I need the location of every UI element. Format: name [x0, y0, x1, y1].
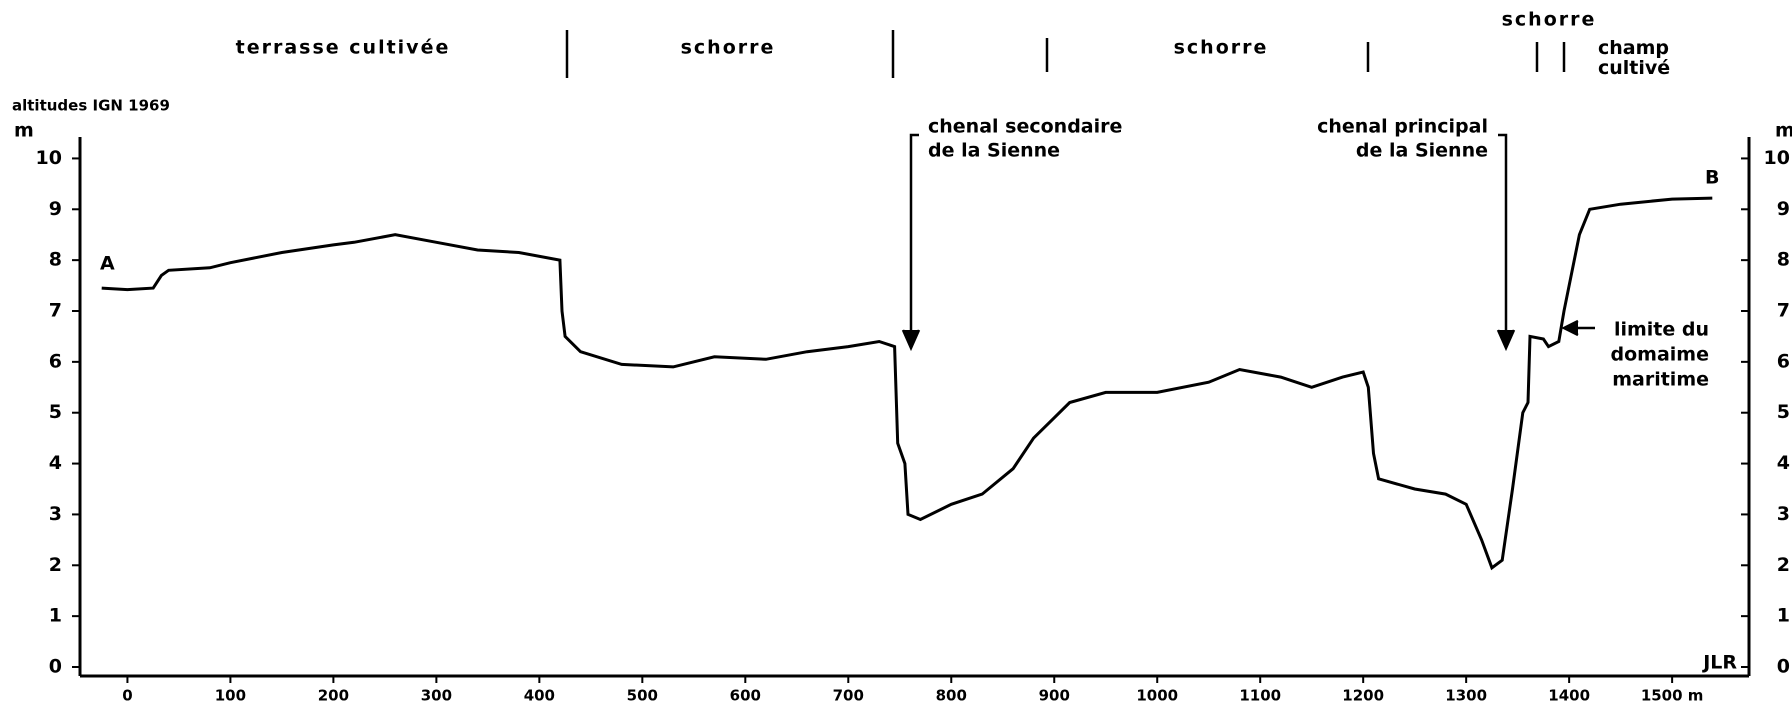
y-tick-label: 2: [49, 554, 62, 576]
y-tick-label: 3: [49, 503, 62, 525]
y-unit: m: [14, 120, 34, 142]
y-tick-label-right: 4: [1777, 452, 1790, 474]
y-tick-label: 10: [36, 147, 62, 169]
zone-label: schorre: [1502, 9, 1597, 31]
x-tick-label: 200: [318, 687, 349, 705]
y-label: altitudes IGN 1969: [12, 97, 170, 115]
annotation: limite du: [1614, 319, 1709, 341]
x-tick-label: 300: [421, 687, 452, 705]
y-tick-label: 8: [49, 249, 62, 271]
x-tick-label: 500: [627, 687, 658, 705]
y-tick-label-right: 7: [1777, 300, 1790, 322]
y-tick-label-right: 0: [1777, 656, 1790, 678]
zone-label: schorre: [681, 37, 776, 59]
x-tick-label: 800: [936, 687, 967, 705]
y-tick-label-right: 1: [1777, 605, 1790, 627]
x-tick-label: 1500 m: [1641, 687, 1704, 705]
y-tick-label: 9: [49, 198, 62, 220]
x-tick-label: 1100: [1239, 687, 1281, 705]
y-tick-label: 1: [49, 605, 62, 627]
annotation: chenal principal: [1317, 116, 1488, 138]
x-tick-label: 1300: [1445, 687, 1487, 705]
x-tick-label: 1200: [1342, 687, 1384, 705]
y-tick-label: 0: [49, 656, 62, 678]
y-tick-label-right: 9: [1777, 198, 1790, 220]
chart: altitudes IGN 1969 m m 0 0 1 1 2 2 3 3 4 4 5 5 6 6 7 7 8…: [0, 0, 1792, 720]
annotation: domaime: [1611, 344, 1709, 366]
y-tick-label-right: 8: [1777, 249, 1790, 271]
y-unit-right: m: [1775, 120, 1792, 142]
y-tick-label-right: 3: [1777, 503, 1790, 525]
x-tick-label: 600: [730, 687, 761, 705]
annotation: de la Sienne: [928, 140, 1060, 162]
x-tick-label: 900: [1039, 687, 1070, 705]
annotation: maritime: [1612, 369, 1709, 391]
annotation: de la Sienne: [1356, 140, 1488, 162]
x-tick-label: 700: [833, 687, 864, 705]
y-tick-label: 7: [49, 300, 62, 322]
profile-line: [102, 198, 1713, 568]
zone-label: schorre: [1174, 37, 1269, 59]
x-tick-label: 100: [215, 687, 246, 705]
annotation: chenal secondaire: [928, 116, 1122, 138]
y-tick-label-right: 2: [1777, 554, 1790, 576]
x-tick-label: 1000: [1136, 687, 1178, 705]
y-tick-label-right: 6: [1777, 350, 1790, 372]
y-tick-label-right: 5: [1777, 401, 1790, 423]
annotation: JLR: [1701, 652, 1737, 674]
layout: [567, 30, 1595, 348]
x-tick-label: 0: [122, 687, 132, 705]
y-tick-label: 6: [49, 350, 62, 372]
y-tick-label-right: 10: [1764, 147, 1790, 169]
y-tick-label: 5: [49, 401, 62, 423]
zone-label: terrasse cultivée: [236, 37, 451, 59]
annotation: A: [100, 253, 115, 275]
y-tick-label: 4: [49, 452, 62, 474]
x-tick-label: 400: [524, 687, 555, 705]
annotation: B: [1705, 167, 1719, 189]
x-tick-label: 1400: [1548, 687, 1590, 705]
